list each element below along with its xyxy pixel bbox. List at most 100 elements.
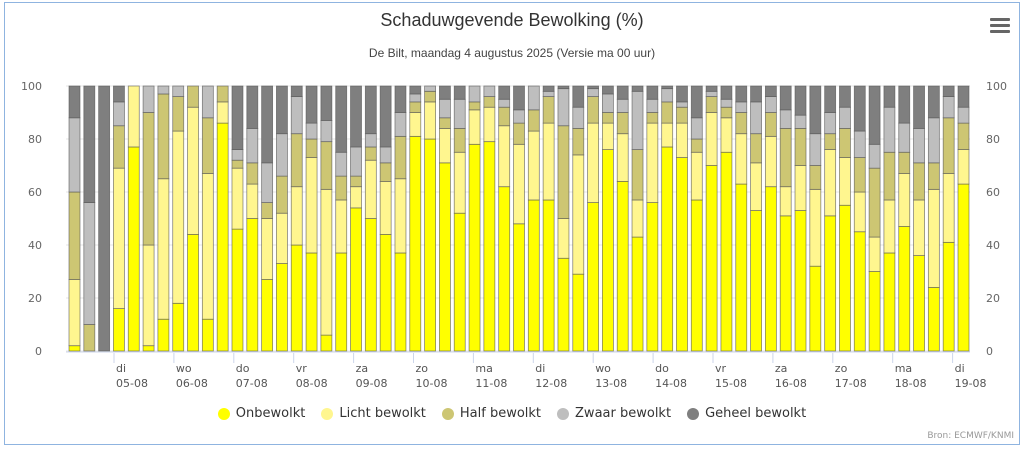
bar-segment-half-bewolkt (676, 106, 688, 124)
bar-segment-licht-bewolkt (201, 173, 214, 320)
bar-segment-licht-bewolkt (216, 101, 229, 124)
bar-segment-half-bewolkt (216, 85, 229, 103)
bar-segment-geheel-bewolkt (261, 85, 274, 164)
bar-segment-onbewolkt (231, 228, 244, 352)
bar-segment-zwaar-bewolkt (201, 85, 214, 119)
legend-item[interactable]: Onbewolkt (217, 406, 305, 421)
bar-segment-half-bewolkt (705, 96, 718, 113)
bar-segment-licht-bewolkt (68, 279, 81, 347)
bar-segment-zwaar-bewolkt (631, 90, 644, 151)
bar-segment-geheel-bewolkt (572, 85, 585, 108)
bar-segment-geheel-bewolkt (883, 85, 896, 108)
bar-segment-geheel-bewolkt (513, 85, 525, 111)
bar-segment-half-bewolkt (187, 85, 199, 108)
y-tick-label-right: 20 (986, 292, 1000, 305)
bar-segment-licht-bewolkt (142, 244, 155, 347)
bar-segment-onbewolkt (631, 236, 644, 352)
x-tick-date: 14-08 (655, 377, 687, 390)
bar-segment-zwaar-bewolkt (794, 114, 807, 129)
bar-segment-zwaar-bewolkt (542, 90, 555, 98)
legend-item[interactable]: Licht bewolkt (321, 406, 426, 421)
bar-segment-geheel-bewolkt (453, 85, 466, 100)
bar-segment-onbewolkt (320, 334, 333, 352)
bar-segment-geheel-bewolkt (868, 85, 881, 145)
bar-segment-onbewolkt (957, 183, 970, 352)
bar-segment-geheel-bewolkt (631, 85, 644, 92)
x-tick-date: 09-08 (356, 377, 388, 390)
legend-item[interactable]: Half bewolkt (441, 406, 541, 421)
bar-segment-zwaar-bewolkt (261, 162, 274, 204)
bar-segment-half-bewolkt (290, 133, 303, 188)
bar-segment-licht-bewolkt (735, 133, 748, 185)
x-tick-date: 19-08 (955, 377, 987, 390)
bar-segment-half-bewolkt (453, 127, 466, 153)
bar-segment-onbewolkt (439, 162, 451, 352)
y-tick-label-right: 80 (986, 133, 1000, 146)
bar-segment-geheel-bewolkt (409, 85, 422, 95)
x-tick-date: 07-08 (236, 377, 268, 390)
bar-segment-geheel-bewolkt (690, 85, 703, 119)
bar-segment-licht-bewolkt (824, 149, 837, 217)
hamburger-menu-icon[interactable] (990, 18, 1010, 34)
bar-segment-geheel-bewolkt (335, 85, 348, 153)
bar-segment-onbewolkt (142, 345, 155, 352)
bar-segment-zwaar-bewolkt (957, 106, 970, 124)
x-tick-date: 11-08 (475, 377, 507, 390)
y-tick-label-right: 0 (986, 345, 993, 358)
bar-segment-geheel-bewolkt (661, 85, 674, 90)
x-tick-day: ma (475, 362, 492, 375)
bar-segment-half-bewolkt (661, 101, 674, 124)
bar-segment-half-bewolkt (379, 162, 392, 182)
x-tick-day: za (775, 362, 788, 375)
legend-dot-icon (441, 407, 454, 420)
bar-segment-geheel-bewolkt (942, 85, 955, 98)
legend-item[interactable]: Geheel bewolkt (687, 406, 806, 421)
bar-segment-licht-bewolkt (913, 199, 925, 256)
bar-segment-onbewolkt (409, 135, 422, 352)
bar-segment-licht-bewolkt (364, 159, 377, 219)
x-tick-date: 12-08 (535, 377, 567, 390)
bar-segment-onbewolkt (468, 143, 481, 352)
legend-label: Geheel bewolkt (705, 406, 807, 421)
y-tick-label-left: 100 (21, 80, 42, 93)
bar-segment-half-bewolkt (276, 175, 288, 214)
bar-segment-half-bewolkt (957, 122, 970, 150)
bar-segment-zwaar-bewolkt (379, 146, 392, 164)
bar-segment-licht-bewolkt (602, 122, 614, 150)
bar-segment-zwaar-bewolkt (883, 106, 896, 153)
bar-segment-onbewolkt (216, 122, 229, 352)
bar-segment-onbewolkt (453, 212, 466, 352)
bar-segment-geheel-bewolkt (839, 85, 851, 108)
bar-segment-half-bewolkt (364, 146, 377, 161)
bar-segment-zwaar-bewolkt (453, 98, 466, 129)
bar-segment-half-bewolkt (83, 324, 96, 352)
bar-segment-half-bewolkt (201, 117, 214, 174)
bar-segment-licht-bewolkt (542, 122, 555, 201)
bar-segment-half-bewolkt (631, 149, 644, 201)
bar-segment-onbewolkt (616, 180, 629, 352)
bar-segment-onbewolkt (587, 202, 599, 352)
bar-segment-geheel-bewolkt (764, 85, 777, 98)
bar-segment-zwaar-bewolkt (735, 101, 748, 113)
bar-segment-geheel-bewolkt (246, 85, 259, 129)
bar-segment-onbewolkt (853, 231, 866, 352)
bar-segment-half-bewolkt (142, 112, 155, 246)
x-tick-date: 18-08 (895, 377, 927, 390)
bar-segment-onbewolkt (157, 318, 170, 352)
bar-segment-half-bewolkt (764, 112, 777, 137)
bar-segment-onbewolkt (898, 226, 911, 352)
bar-segment-half-bewolkt (394, 135, 407, 180)
legend-item[interactable]: Zwaar bewolkt (557, 406, 671, 421)
bar-segment-geheel-bewolkt (83, 85, 96, 203)
bar-segment-onbewolkt (68, 345, 81, 352)
bar-segment-half-bewolkt (157, 93, 170, 180)
bar-segment-licht-bewolkt (557, 218, 570, 259)
bar-segment-zwaar-bewolkt (705, 90, 718, 98)
bar-segment-half-bewolkt (839, 127, 851, 158)
legend-label: Zwaar bewolkt (575, 406, 672, 421)
bar-segment-licht-bewolkt (572, 154, 585, 275)
bar-segment-zwaar-bewolkt (587, 88, 599, 98)
bar-segment-onbewolkt (735, 183, 748, 352)
legend-dot-icon (687, 407, 700, 420)
legend: Onbewolkt Licht bewolkt Half bewolkt Zwaar … (0, 406, 1024, 421)
